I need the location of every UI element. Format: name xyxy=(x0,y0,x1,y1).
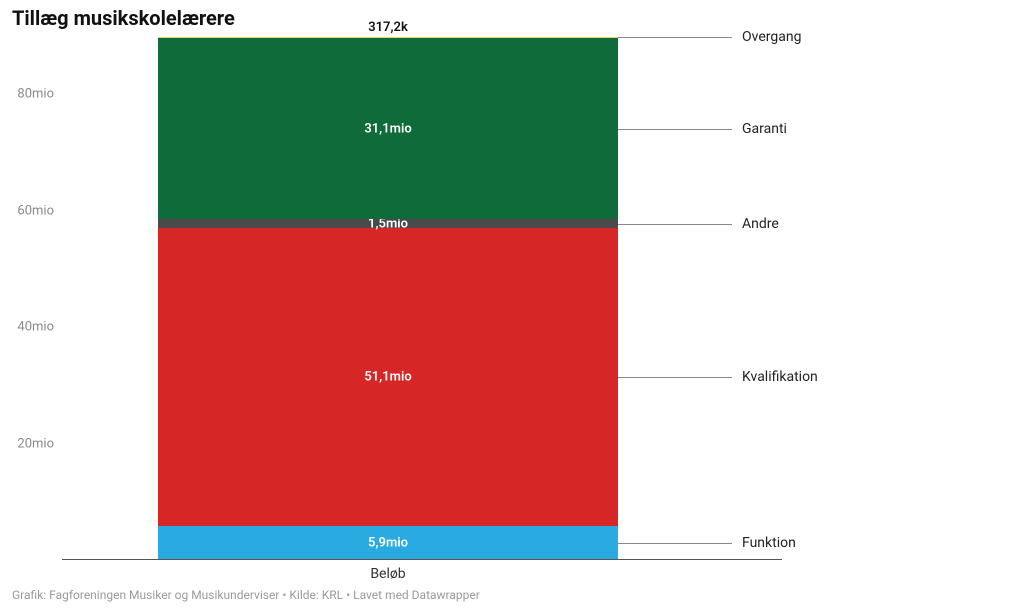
segment-value-label: 317,2k xyxy=(368,20,408,35)
segment-kvalifikation: 51,1mio xyxy=(158,228,618,526)
annotation-line xyxy=(618,224,732,225)
annotation-label-funktion: Funktion xyxy=(742,535,796,551)
segment-value-label: 5,9mio xyxy=(368,535,408,550)
segment-value-label: 51,1mio xyxy=(364,369,411,384)
segment-overgang: 317,2k xyxy=(158,37,618,39)
annotation-line xyxy=(618,377,732,378)
y-tick-label: 20mio xyxy=(4,436,54,451)
y-tick-label: 60mio xyxy=(4,203,54,218)
y-tick-label: 80mio xyxy=(4,87,54,102)
segment-funktion: 5,9mio xyxy=(158,526,618,560)
chart-footer: Grafik: Fagforeningen Musiker og Musikun… xyxy=(12,588,480,602)
annotation-label-garanti: Garanti xyxy=(742,121,787,137)
x-axis-baseline xyxy=(62,559,782,560)
segment-andre: 1,5mio xyxy=(158,219,618,228)
x-axis-category-label: Beløb xyxy=(158,566,618,582)
segment-value-label: 31,1mio xyxy=(364,121,411,136)
annotation-label-kvalifikation: Kvalifikation xyxy=(742,369,818,385)
plot: 20mio40mio60mio80mio 5,9mio51,1mio1,5mio… xyxy=(62,36,722,560)
y-tick-label: 40mio xyxy=(4,320,54,335)
annotation-line xyxy=(618,37,732,38)
chart-area: 20mio40mio60mio80mio 5,9mio51,1mio1,5mio… xyxy=(62,36,962,560)
annotation-line xyxy=(618,543,732,544)
annotation-label-overgang: Overgang xyxy=(742,29,801,45)
annotation-label-andre: Andre xyxy=(742,216,779,232)
chart-title: Tillæg musikskolelærere xyxy=(12,6,235,30)
annotation-line xyxy=(618,129,732,130)
segment-garanti: 31,1mio xyxy=(158,38,618,219)
